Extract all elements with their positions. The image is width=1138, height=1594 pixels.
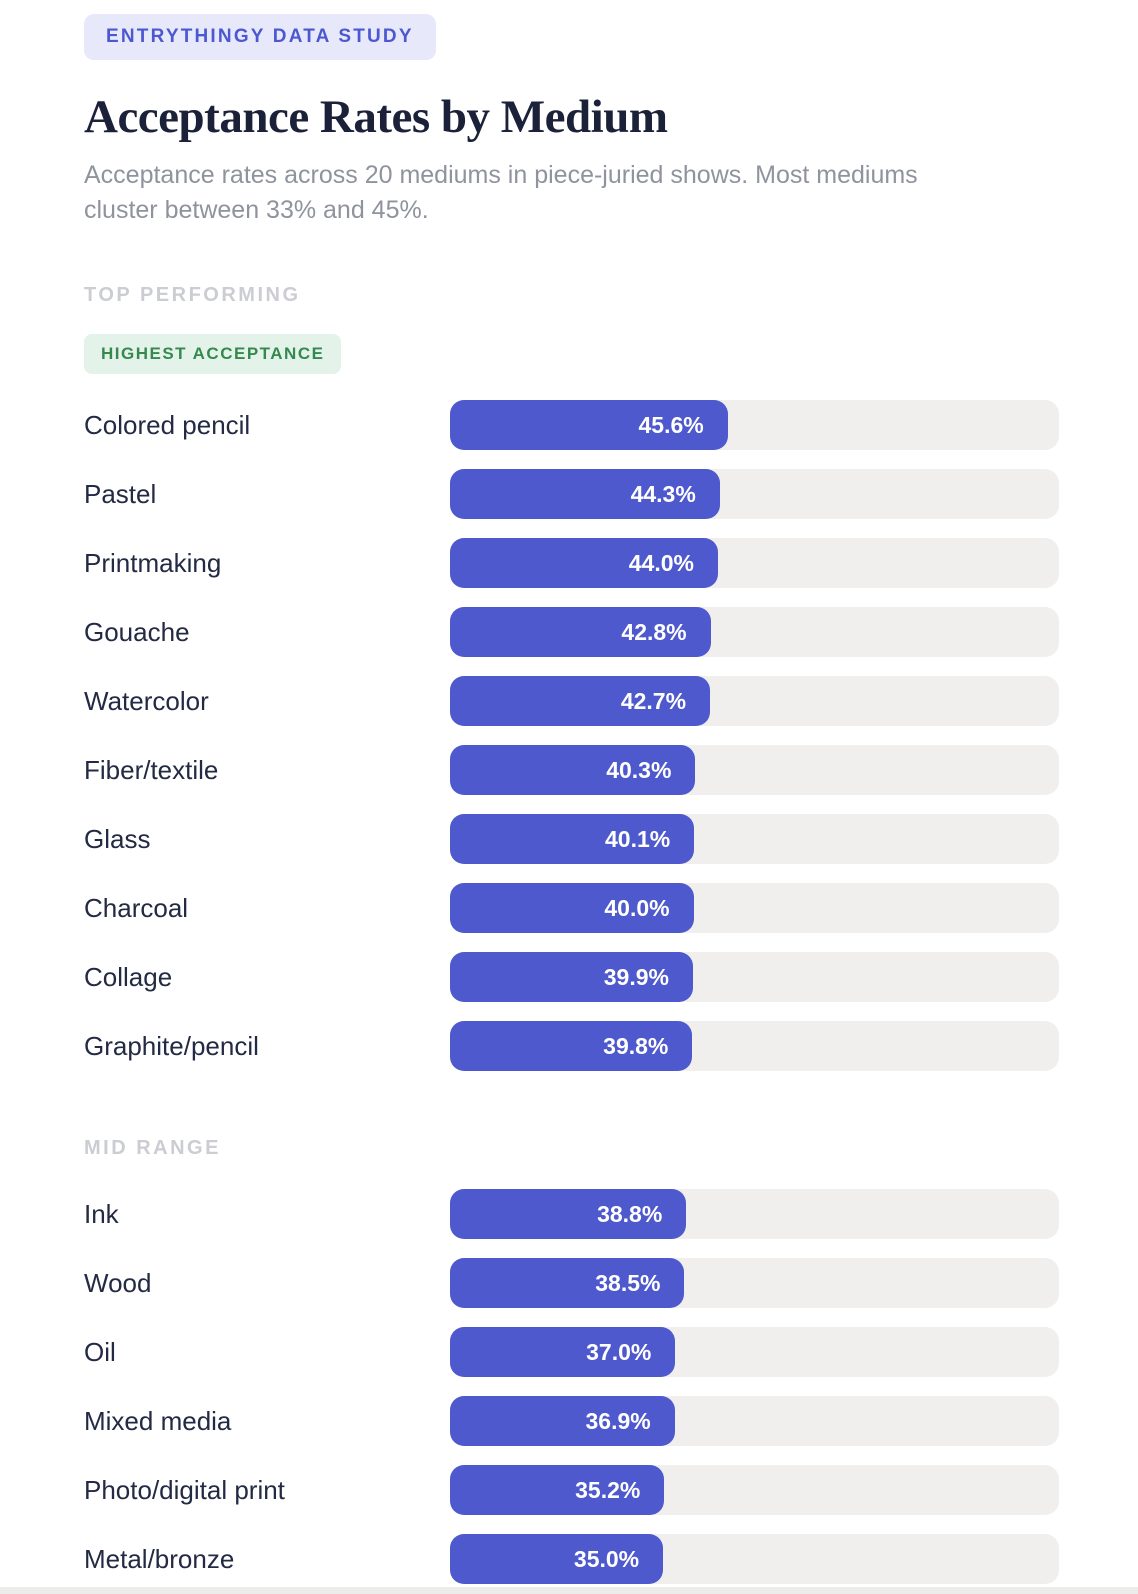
medium-label: Gouache xyxy=(84,616,190,647)
medium-label: Mixed media xyxy=(84,1405,232,1436)
bar-value-label: 40.1% xyxy=(604,825,671,852)
section-mid-range: MID RANGE Ink 38.8% Wood 38.5% Oil 37.0%… xyxy=(84,1137,1059,1594)
bar-fill: 40.3% xyxy=(450,745,696,796)
bar-fill: 40.1% xyxy=(450,814,695,865)
medium-label: Pastel xyxy=(84,478,157,509)
bar-row: Gouache 42.8% xyxy=(84,598,1059,667)
page-title: Acceptance Rates by Medium xyxy=(84,91,668,143)
bar-track: 42.7% xyxy=(450,676,1059,727)
bar-track: 44.3% xyxy=(450,469,1059,520)
bar-row: Ink 38.8% xyxy=(84,1180,1059,1249)
bar-track: 37.0% xyxy=(450,1327,1059,1378)
bar-row: Mixed media 36.9% xyxy=(84,1387,1059,1456)
medium-label: Charcoal xyxy=(84,892,189,923)
bar-value-label: 38.5% xyxy=(595,1269,661,1296)
bar-value-label: 38.8% xyxy=(597,1200,663,1227)
bar-row: Graphite/pencil 39.8% xyxy=(84,1012,1059,1081)
bar-row: Glass 40.1% xyxy=(84,805,1059,874)
bar-row: Metal/bronze 35.0% xyxy=(84,1525,1059,1594)
bar-track: 35.0% xyxy=(450,1534,1059,1585)
bar-value-label: 39.8% xyxy=(603,1032,669,1059)
bar-fill: 37.0% xyxy=(450,1327,676,1378)
bar-track: 40.3% xyxy=(450,745,1059,796)
bar-track: 38.8% xyxy=(450,1189,1059,1240)
bar-fill: 44.0% xyxy=(450,538,718,589)
bar-list-mid-range: Ink 38.8% Wood 38.5% Oil 37.0% Mixed med… xyxy=(84,1180,1059,1594)
medium-label: Glass xyxy=(84,823,151,854)
bar-fill: 40.0% xyxy=(450,883,694,934)
bar-row: Watercolor 42.7% xyxy=(84,667,1059,736)
bar-fill: 39.9% xyxy=(450,952,693,1003)
bar-fill: 36.9% xyxy=(450,1396,675,1447)
bar-fill: 44.3% xyxy=(450,469,720,520)
bar-fill: 38.5% xyxy=(450,1258,685,1309)
bar-row: Charcoal 40.0% xyxy=(84,874,1059,943)
bar-track: 39.8% xyxy=(450,1021,1059,1072)
medium-label: Watercolor xyxy=(84,685,209,716)
bar-fill: 35.2% xyxy=(450,1465,665,1516)
bar-fill: 35.0% xyxy=(450,1534,664,1585)
bar-row: Fiber/textile 40.3% xyxy=(84,736,1059,805)
highest-acceptance-badge: HIGHEST ACCEPTANCE xyxy=(84,333,342,374)
bar-track: 35.2% xyxy=(450,1465,1059,1516)
bar-track: 42.8% xyxy=(450,607,1059,658)
bar-track: 39.9% xyxy=(450,952,1059,1003)
bar-track: 45.6% xyxy=(450,400,1059,451)
medium-label: Graphite/pencil xyxy=(84,1030,259,1061)
bar-row: Wood 38.5% xyxy=(84,1249,1059,1318)
bar-track: 36.9% xyxy=(450,1396,1059,1447)
bar-value-label: 40.3% xyxy=(606,756,672,783)
medium-label: Wood xyxy=(84,1267,152,1298)
section-label-mid-range: MID RANGE xyxy=(84,1136,221,1159)
section-label-top-performing: TOP PERFORMING xyxy=(84,283,301,306)
bar-row: Collage 39.9% xyxy=(84,943,1059,1012)
bar-value-label: 35.2% xyxy=(575,1476,641,1503)
bar-track: 38.5% xyxy=(450,1258,1059,1309)
bar-value-label: 45.6% xyxy=(638,411,704,438)
bar-value-label: 44.0% xyxy=(628,549,694,576)
medium-label: Fiber/textile xyxy=(84,754,219,785)
bar-track: 40.1% xyxy=(450,814,1059,865)
medium-label: Metal/bronze xyxy=(84,1543,235,1574)
medium-label: Printmaking xyxy=(84,547,222,578)
medium-label: Colored pencil xyxy=(84,409,251,440)
bar-fill: 38.8% xyxy=(450,1189,687,1240)
bar-row: Oil 37.0% xyxy=(84,1318,1059,1387)
bar-track: 44.0% xyxy=(450,538,1059,589)
bar-value-label: 40.0% xyxy=(604,894,670,921)
bar-value-label: 36.9% xyxy=(585,1407,651,1434)
bar-value-label: 39.9% xyxy=(603,963,669,990)
bar-track: 40.0% xyxy=(450,883,1059,934)
page-subtitle: Acceptance rates across 20 mediums in pi… xyxy=(84,160,918,224)
bar-fill: 42.7% xyxy=(450,676,711,727)
medium-label: Ink xyxy=(84,1198,119,1229)
bar-list-top-performing: Colored pencil 45.6% Pastel 44.3% Printm… xyxy=(84,391,1059,1081)
section-top-performing: TOP PERFORMING HIGHEST ACCEPTANCE Colore… xyxy=(84,284,1059,1081)
bar-value-label: 35.0% xyxy=(573,1545,640,1572)
bar-row: Printmaking 44.0% xyxy=(84,529,1059,598)
medium-label: Oil xyxy=(84,1336,116,1367)
bar-value-label: 42.7% xyxy=(620,687,687,714)
bar-value-label: 42.8% xyxy=(621,618,687,645)
medium-label: Photo/digital print xyxy=(84,1474,285,1505)
bar-row: Photo/digital print 35.2% xyxy=(84,1456,1059,1525)
bar-value-label: 37.0% xyxy=(586,1338,652,1365)
bar-fill: 45.6% xyxy=(450,400,728,451)
bar-row: Pastel 44.3% xyxy=(84,460,1059,529)
bar-value-label: 44.3% xyxy=(630,480,696,507)
bar-row: Colored pencil 45.6% xyxy=(84,391,1059,460)
bar-fill: 39.8% xyxy=(450,1021,693,1072)
study-badge: ENTRYTHINGY DATA STUDY xyxy=(84,14,436,60)
medium-label: Collage xyxy=(84,961,173,992)
next-section-edge xyxy=(0,1587,1138,1594)
bar-fill: 42.8% xyxy=(450,607,711,658)
